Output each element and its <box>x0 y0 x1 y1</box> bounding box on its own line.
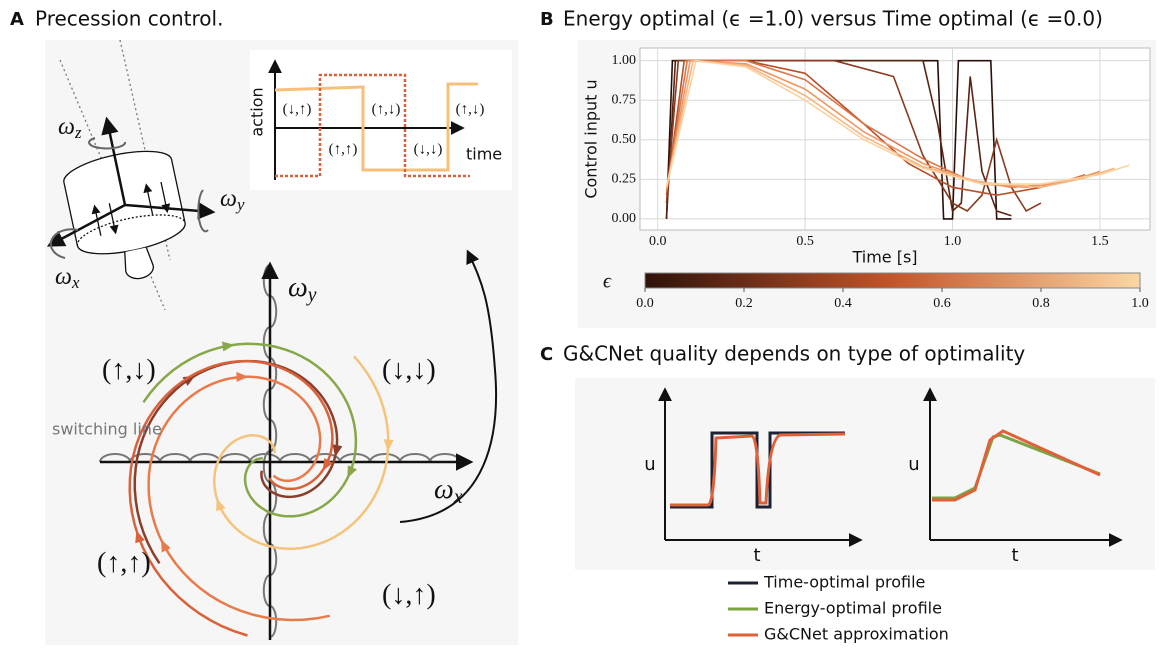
legend-label: Time-optimal profile <box>763 573 925 592</box>
colorbar-tick-label: 0.2 <box>735 296 753 311</box>
inset-x-label: time <box>466 145 502 164</box>
chart-title: Energy optimal (ϵ =1.0) versus Time opti… <box>563 7 1103 31</box>
legend-label: G&CNet approximation <box>764 625 949 644</box>
y-tick-label: 0.75 <box>612 92 637 107</box>
x-tick-label: 0.0 <box>649 234 667 249</box>
inset-y-label: action <box>248 87 267 136</box>
axis-label: ωy <box>288 272 317 305</box>
panel-title: G&CNet quality depends on type of optima… <box>563 342 1025 366</box>
subscript: x <box>71 273 80 292</box>
x-axis-label: Time [s] <box>851 248 917 267</box>
subscript: z <box>74 123 82 142</box>
colorbar <box>644 272 1141 289</box>
plot-x-label: t <box>1011 545 1018 566</box>
switching-line-label: switching line <box>52 420 162 439</box>
quadrant-label: (↓,↓) <box>382 354 436 385</box>
trajectory-arrow <box>383 439 394 452</box>
trajectory-arrow <box>222 341 235 352</box>
y-tick-label: 0.50 <box>612 132 637 147</box>
trajectory-arrow <box>347 465 357 479</box>
colorbar-tick-label: 0.6 <box>933 296 951 311</box>
y-tick-label: 1.00 <box>612 53 637 68</box>
trajectory-arrow <box>135 530 145 544</box>
axis-label: ωx <box>434 474 463 507</box>
panel-title: Precession control. <box>35 7 223 31</box>
panel-letter: C <box>540 344 553 365</box>
panel-letter: B <box>540 9 554 30</box>
state-label: (↑,↑) <box>329 141 358 157</box>
state-label: (↓,↓) <box>414 141 443 157</box>
y-axis-label: Control input u <box>582 79 601 198</box>
plot-area <box>639 47 1151 231</box>
quadrant-label: (↓,↑) <box>382 579 436 610</box>
trajectory-arrow <box>332 444 343 457</box>
trajectory <box>142 342 358 518</box>
colorbar-tick-label: 1.0 <box>1131 296 1149 311</box>
plot-y-label: u <box>908 454 919 475</box>
colorbar-label: ϵ <box>603 271 612 293</box>
series-line <box>665 59 1130 188</box>
x-tick-label: 1.5 <box>1091 234 1109 249</box>
symbol: ω <box>55 264 72 290</box>
state-label: (↑,↓) <box>456 101 485 117</box>
subscript: y <box>306 285 317 306</box>
colorbar-tick-label: 0.0 <box>636 296 654 311</box>
quadrant-label: (↑,↑) <box>97 547 151 578</box>
trajectory <box>128 359 334 637</box>
trajectory-arrow <box>236 371 249 382</box>
plot-x-label: t <box>753 545 760 566</box>
panel-c-background <box>575 378 1155 570</box>
trajectory-arrow <box>161 539 171 553</box>
trajectory-arrow <box>322 458 334 471</box>
x-tick-label: 1.0 <box>944 234 962 249</box>
panel-c-curves <box>670 429 1101 509</box>
action-inset <box>250 50 512 190</box>
panel-letter: A <box>10 9 24 30</box>
phase-plane <box>99 249 498 640</box>
axis-label: ωy <box>220 186 245 214</box>
symbol: ω <box>288 272 308 303</box>
legend-label: Energy-optimal profile <box>764 599 942 618</box>
state-label: (↓,↑) <box>283 101 312 117</box>
symbol: ω <box>220 186 237 212</box>
axis-label: ωz <box>58 114 82 142</box>
trajectory <box>133 359 339 564</box>
y-tick-label: 0.00 <box>612 211 637 226</box>
quadrant-label: (↑,↓) <box>102 354 156 385</box>
subscript: x <box>453 487 463 508</box>
panel-c-axes <box>658 387 1123 547</box>
colorbar-tick-label: 0.4 <box>834 296 852 311</box>
body-schematic <box>46 39 216 311</box>
state-label: (↑,↓) <box>372 101 401 117</box>
symbol: ω <box>58 114 75 140</box>
plot-y-label: u <box>644 454 655 475</box>
x-tick-label: 0.5 <box>796 234 814 249</box>
colorbar-tick-label: 0.8 <box>1032 296 1050 311</box>
subscript: y <box>235 195 245 214</box>
trajectory <box>213 355 390 550</box>
trajectory-arrow <box>216 498 226 512</box>
y-tick-label: 0.25 <box>612 172 637 187</box>
axis-label: ωx <box>55 264 80 292</box>
symbol: ω <box>434 474 454 505</box>
